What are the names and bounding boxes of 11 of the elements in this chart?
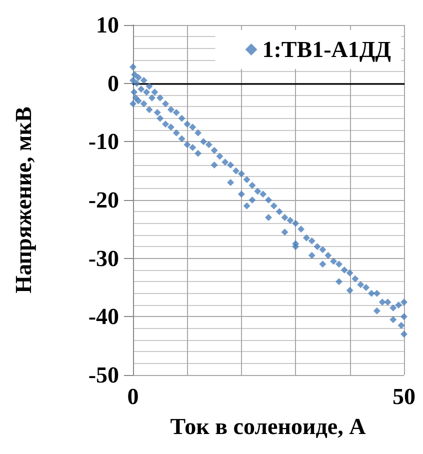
y-tick-label: 0 [108, 70, 119, 96]
y-tick-label: -10 [88, 129, 119, 154]
y-tick-label: -20 [88, 188, 119, 212]
y-tick-label: -30 [88, 246, 119, 271]
x-axis-title: Ток в соленоиде, А [170, 414, 366, 439]
legend-label: 1:ТВ1-А1ДД [262, 37, 392, 62]
y-tick-label: -50 [88, 362, 119, 388]
y-axis-title: Напряжение, мкВ [11, 106, 36, 294]
y-tick-label: -40 [88, 304, 119, 330]
y-tick-label: 10 [96, 12, 119, 38]
x-tick-label: 50 [392, 384, 416, 409]
